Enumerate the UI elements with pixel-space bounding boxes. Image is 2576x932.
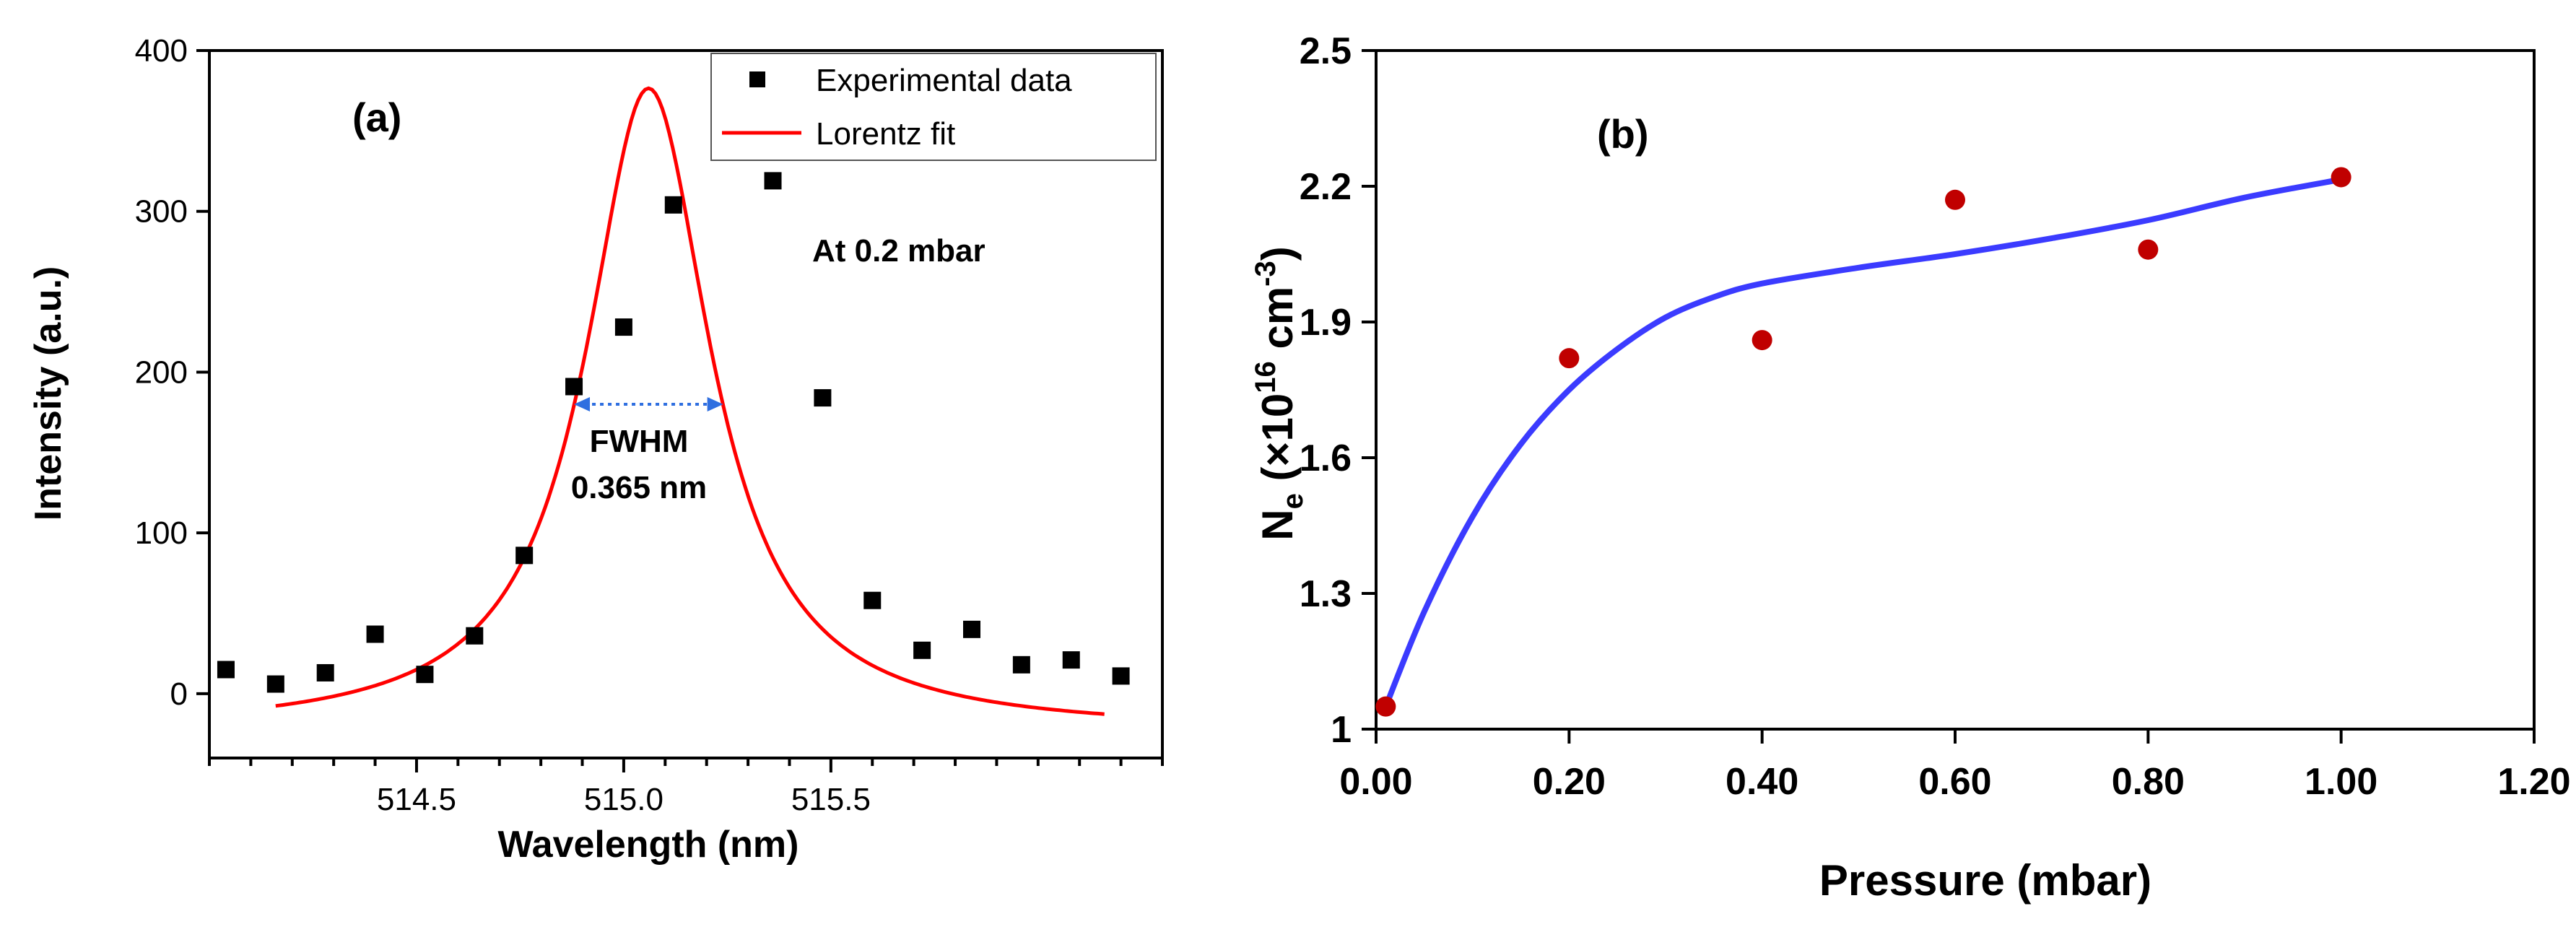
x-tick-label: 0.20 xyxy=(1533,761,1606,803)
panel-b-plot-area xyxy=(1375,167,2351,717)
panel-b-plot-frame xyxy=(1375,49,2536,731)
panel-a: 0 100 200 300 400 514.5 515.0 515.5 (a) At 0.2… xyxy=(27,33,1164,866)
experimental-data-point xyxy=(1062,651,1080,669)
panel-a-x-ticks: 514.5 515.0 515.5 xyxy=(208,758,1164,817)
x-tick-label: 1.20 xyxy=(2497,761,2570,803)
y-tick-label: 400 xyxy=(135,33,188,69)
panel-b-y-axis-label: Ne (×1016 cm-3) xyxy=(1250,246,1309,540)
y-tick-label: 0 xyxy=(170,676,188,712)
panel-a-label: (a) xyxy=(352,95,401,140)
x-tick-label: 0.00 xyxy=(1339,761,1412,803)
x-tick-label: 515.0 xyxy=(584,782,663,817)
y-tick-label: 1.6 xyxy=(1300,437,1352,479)
y-label-subscript-e: e xyxy=(1277,493,1309,509)
y-label-close: ) xyxy=(1253,246,1302,261)
experimental-data-point xyxy=(814,389,832,407)
x-tick-label: 514.5 xyxy=(377,782,456,817)
experimental-data-point xyxy=(614,318,632,336)
panel-a-y-axis-label: Intensity (a.u.) xyxy=(27,266,69,521)
y-label-exponent-16: 16 xyxy=(1250,361,1282,393)
panel-a-annotation: At 0.2 mbar xyxy=(812,233,985,269)
x-tick-label: 0.60 xyxy=(1918,761,1991,803)
y-tick-label: 2.2 xyxy=(1300,166,1352,208)
panel-a-plot-frame xyxy=(208,49,1164,759)
panel-b-x-ticks: 0.00 0.20 0.40 0.60 0.80 1.00 1.20 xyxy=(1339,729,2571,803)
panel-a-y-ticks: 0 100 200 300 400 xyxy=(135,33,209,712)
y-label-unit: cm xyxy=(1253,287,1302,361)
fit-curve-line xyxy=(1383,176,2344,710)
panel-a-fwhm-label: FWHM xyxy=(590,424,689,459)
experimental-data-point xyxy=(764,172,782,190)
x-tick-label: 0.40 xyxy=(1726,761,1798,803)
legend-label-lorentz: Lorentz fit xyxy=(816,116,955,152)
experimental-data-point xyxy=(1012,656,1030,674)
panel-b-label: (b) xyxy=(1597,111,1649,157)
panel-a-fwhm-value: 0.365 nm xyxy=(571,470,707,505)
legend-label-experimental: Experimental data xyxy=(816,63,1072,98)
experimental-data-point xyxy=(863,591,882,609)
fwhm-arrowhead-right xyxy=(707,397,723,411)
data-point xyxy=(2138,239,2159,260)
y-tick-label: 1 xyxy=(1331,709,1352,751)
experimental-data-point xyxy=(963,620,980,638)
lorentz-fit-line xyxy=(275,86,1105,716)
experimental-data-point xyxy=(565,378,583,396)
experimental-data-point xyxy=(416,666,434,684)
data-point xyxy=(1752,330,1772,351)
panel-a-legend: Experimental data Lorentz fit xyxy=(710,53,1157,161)
experimental-data-point xyxy=(1112,667,1130,685)
legend-box xyxy=(710,53,1157,161)
experimental-data-point xyxy=(217,661,235,679)
experimental-data-point xyxy=(664,196,682,214)
y-tick-label: 2.5 xyxy=(1300,30,1352,72)
y-tick-label: 1.3 xyxy=(1300,573,1352,615)
x-tick-label: 0.80 xyxy=(2112,761,2185,803)
y-label-exponent-minus3: -3 xyxy=(1250,261,1282,287)
panel-a-x-axis-label: Wavelength (nm) xyxy=(498,824,799,866)
panel-b: 1 1.3 1.6 1.9 2.2 2.5 0.00 0.20 0.40 0.60 0.80 1.0… xyxy=(1250,30,2571,905)
experimental-data-point xyxy=(515,546,534,565)
x-tick-label: 515.5 xyxy=(791,782,871,817)
x-tick-label: 1.00 xyxy=(2305,761,2377,803)
legend-marker-experimental xyxy=(749,71,765,87)
fwhm-arrowhead-left xyxy=(574,397,591,411)
panel-b-x-axis-label: Pressure (mbar) xyxy=(1819,856,2151,905)
experimental-data-point xyxy=(466,627,484,645)
y-label-factor: (×10 xyxy=(1253,393,1302,493)
panel-a-plot-area xyxy=(217,86,1130,716)
y-tick-label: 300 xyxy=(135,194,188,230)
y-label-n: N xyxy=(1253,509,1302,540)
data-point xyxy=(1945,189,1965,210)
y-tick-label: 200 xyxy=(135,354,188,390)
experimental-data-point xyxy=(266,675,284,693)
y-tick-label: 100 xyxy=(135,515,188,551)
data-point xyxy=(1559,348,1580,369)
experimental-data-point xyxy=(316,663,334,681)
experimental-data-point xyxy=(913,641,931,659)
data-point xyxy=(2331,167,2351,188)
panel-b-y-ticks: 1 1.3 1.6 1.9 2.2 2.5 xyxy=(1300,30,1376,751)
experimental-data-point xyxy=(366,625,384,643)
data-point xyxy=(1375,696,1396,717)
y-tick-label: 1.9 xyxy=(1300,302,1352,344)
